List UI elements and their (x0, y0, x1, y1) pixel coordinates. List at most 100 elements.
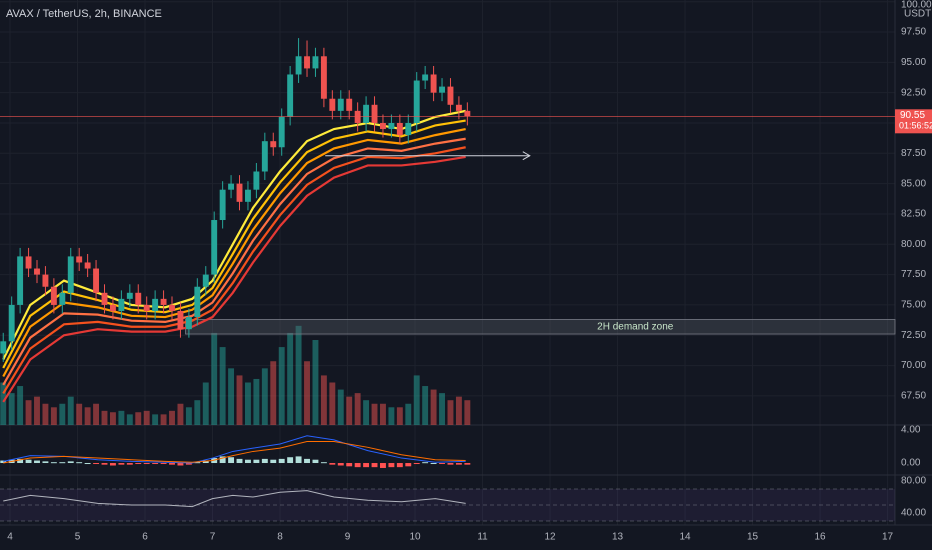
macd-bar (194, 462, 201, 464)
candle-body (287, 74, 294, 117)
macd-bar (304, 458, 310, 464)
macd-tick-label: 0.00 (901, 458, 921, 469)
candle-body (169, 304, 175, 311)
macd-bar (67, 461, 74, 464)
candle-body (329, 98, 336, 111)
volume-bar (380, 403, 386, 425)
volume-bar (236, 375, 243, 425)
volume-bar (101, 410, 108, 425)
x-tick-label: 11 (477, 532, 488, 543)
macd-bar (439, 463, 445, 465)
volume-bar (59, 403, 66, 425)
chart-title: AVAX / TetherUS, 2h, BINANCE (6, 8, 162, 20)
candle-body (380, 122, 386, 130)
candle-body (439, 86, 445, 93)
price-tag (895, 109, 932, 134)
volume-bar (160, 414, 167, 425)
macd-line (3, 441, 466, 464)
macd-bar (76, 462, 83, 464)
x-tick-label: 13 (612, 532, 624, 543)
candle-body (135, 292, 142, 305)
volume-bar (143, 410, 150, 425)
volume-bar (228, 368, 235, 425)
macd-bar (278, 458, 285, 464)
macd-bar (270, 459, 277, 464)
volume-bar (312, 340, 319, 425)
volume-bar (413, 375, 420, 425)
macd-bar (405, 463, 412, 467)
candle-body (261, 141, 268, 172)
macd-bar (346, 463, 353, 467)
x-tick-label: 9 (345, 532, 351, 543)
candle-body (371, 104, 378, 123)
candle-body (405, 122, 412, 136)
volume-bar (388, 407, 395, 425)
ribbon-line (2, 137, 466, 386)
macd-bar (84, 463, 91, 465)
volume-bar (50, 407, 57, 425)
macd-bar (219, 456, 226, 464)
volume-bar (25, 400, 32, 425)
volume-bar (177, 403, 184, 425)
volume-bar (185, 407, 192, 425)
arrow-head (522, 151, 531, 161)
macd-bar (25, 459, 32, 464)
candle-body (93, 268, 100, 293)
volume-bar (76, 403, 83, 425)
volume-bar (118, 410, 125, 425)
candle-body (228, 183, 235, 190)
volume-bar (93, 403, 100, 425)
x-tick-label: 6 (142, 532, 148, 543)
price-tag-label: 90.55 (900, 110, 925, 121)
ribbon-line (2, 119, 466, 369)
y-tick-label: 72.50 (901, 330, 926, 341)
macd-bar (430, 463, 437, 465)
rsi-tick-label: 80.00 (901, 476, 926, 487)
macd-bar (135, 463, 142, 465)
candle-body (59, 292, 66, 305)
y-tick-label: 92.50 (901, 87, 926, 98)
candle-body (388, 122, 395, 130)
candle-body (278, 116, 285, 148)
candle-body (422, 74, 429, 81)
candle-body (236, 183, 243, 202)
macd-bar (380, 463, 386, 468)
candle-body (42, 274, 49, 287)
candle-body (76, 256, 83, 263)
volume-bar (67, 396, 74, 425)
volume-bar (278, 347, 285, 425)
y-tick-label: 87.50 (901, 148, 926, 159)
candle-body (152, 298, 159, 311)
candle-body (304, 56, 310, 69)
macd-bar (354, 463, 361, 468)
macd-bar (101, 463, 108, 465)
volume-bar (152, 414, 159, 425)
candle-body (8, 304, 15, 342)
candle-body (464, 110, 471, 117)
volume-bar (194, 400, 201, 425)
volume-bar (464, 400, 471, 425)
volume-bar (219, 347, 226, 425)
x-tick-label: 17 (882, 532, 894, 543)
volume-bar (42, 403, 49, 425)
ribbon-line (2, 109, 466, 360)
candle-body (194, 286, 201, 318)
candle-body (244, 189, 251, 202)
volume-bar (405, 403, 412, 425)
candle-body (126, 292, 133, 299)
candle-body (430, 74, 437, 93)
macd-bar (329, 463, 336, 465)
y-tick-label: 97.50 (901, 27, 926, 38)
volume-bar (135, 412, 142, 425)
rsi-line (3, 490, 466, 508)
y-tick-label: 82.50 (901, 209, 926, 220)
candle-body (211, 220, 218, 275)
macd-bar (244, 459, 251, 464)
volume-bar (34, 396, 40, 425)
x-tick-label: 4 (7, 532, 13, 543)
macd-bar (320, 462, 327, 464)
volume-bar (211, 332, 218, 425)
volume-bar (439, 393, 445, 425)
volume-bar (337, 389, 344, 425)
